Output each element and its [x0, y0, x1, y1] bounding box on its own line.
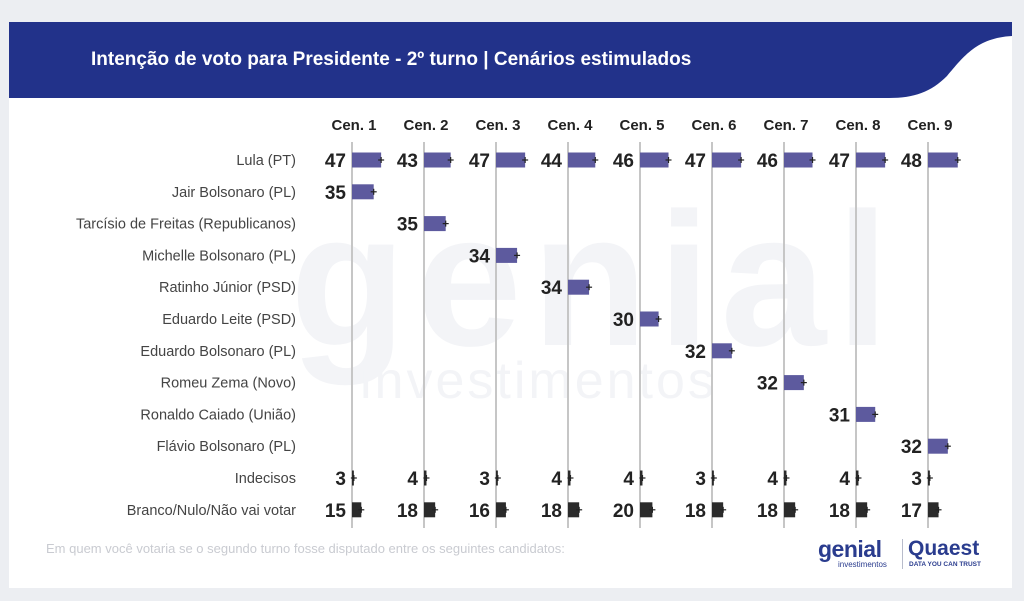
bar [496, 502, 506, 518]
data-label: 35 [325, 183, 347, 204]
bar [784, 375, 804, 391]
data-label: 47 [685, 151, 706, 172]
bar [856, 502, 868, 518]
page-title: Intenção de voto para Presidente - 2º tu… [91, 49, 692, 70]
row-label: Indecisos [235, 471, 296, 487]
row-label: Ronaldo Caiado (União) [140, 407, 296, 423]
data-label: 32 [685, 342, 706, 363]
logo-divider [902, 539, 903, 569]
bar [424, 216, 446, 232]
footnote: Em quem você votaria se o segundo turno … [46, 541, 565, 556]
data-label: 47 [829, 151, 850, 172]
data-label: 17 [901, 501, 922, 522]
bar [856, 152, 886, 168]
bar [712, 502, 724, 518]
scenario-header: Cen. 9 [907, 117, 952, 134]
data-label: 34 [469, 246, 491, 267]
bar [784, 152, 813, 168]
data-label: 46 [757, 151, 778, 172]
data-label: 3 [335, 469, 346, 490]
data-label: 4 [623, 469, 634, 490]
bar [640, 152, 669, 168]
bar [712, 343, 732, 359]
row-label: Flávio Bolsonaro (PL) [157, 439, 296, 455]
data-label: 47 [325, 151, 346, 172]
data-label: 18 [541, 501, 562, 522]
bar [568, 279, 590, 295]
bar [928, 152, 958, 168]
header-bar-shape [9, 22, 1012, 98]
row-label: Branco/Nulo/Não vai votar [127, 503, 296, 519]
data-label: 44 [541, 151, 563, 172]
data-label: 18 [757, 501, 778, 522]
data-label: 18 [829, 501, 850, 522]
data-label: 4 [407, 469, 418, 490]
data-label: 46 [613, 151, 634, 172]
data-label: 31 [829, 405, 851, 426]
data-label: 16 [469, 501, 490, 522]
scenario-header: Cen. 1 [331, 117, 376, 134]
row-label: Michelle Bolsonaro (PL) [142, 248, 296, 264]
bar [856, 406, 876, 422]
data-label: 18 [685, 501, 706, 522]
bar [424, 502, 436, 518]
data-label: 18 [397, 501, 418, 522]
bar [352, 502, 362, 518]
row-label: Eduardo Bolsonaro (PL) [140, 344, 296, 360]
data-label: 4 [839, 469, 850, 490]
data-label: 35 [397, 215, 419, 236]
bar [496, 247, 518, 263]
row-label: Eduardo Leite (PSD) [162, 312, 296, 328]
quaest-logo-word: Quaest [908, 537, 980, 560]
bar [496, 152, 526, 168]
scenario-header: Cen. 5 [619, 117, 664, 134]
data-label: 34 [541, 278, 563, 299]
bar [568, 502, 580, 518]
row-label: Lula (PT) [236, 153, 296, 169]
bar [352, 152, 382, 168]
bar [928, 502, 939, 518]
bar [568, 152, 596, 168]
bar [784, 502, 796, 518]
genial-logo-sub: investimentos [838, 560, 887, 569]
scenario-header: Cen. 6 [691, 117, 736, 134]
bar [928, 438, 948, 454]
scenario-header: Cen. 7 [763, 117, 808, 134]
row-label: Jair Bolsonaro (PL) [172, 185, 296, 201]
data-label: 32 [901, 437, 922, 458]
data-label: 4 [551, 469, 562, 490]
row-label: Tarcísio de Freitas (Republicanos) [76, 217, 296, 233]
data-label: 3 [695, 469, 706, 490]
bar [712, 152, 742, 168]
quaest-logo: Quaest DATA YOU CAN TRUST [908, 537, 988, 571]
genial-logo-word: genial [818, 536, 882, 562]
chart-card [9, 22, 1012, 588]
header-bar [9, 22, 1012, 98]
scenario-header: Cen. 8 [835, 117, 880, 134]
data-label: 15 [325, 501, 347, 522]
data-label: 48 [901, 151, 922, 172]
data-label: 47 [469, 151, 490, 172]
data-label: 32 [757, 374, 778, 395]
bar [640, 311, 659, 327]
bar [640, 502, 653, 518]
genial-logo: genial investimentos [818, 537, 900, 571]
quaest-logo-sub: DATA YOU CAN TRUST [909, 561, 981, 568]
data-label: 20 [613, 501, 634, 522]
data-label: 43 [397, 151, 418, 172]
data-label: 4 [767, 469, 778, 490]
scenario-header: Cen. 3 [475, 117, 520, 134]
data-label: 30 [613, 310, 634, 331]
data-label: 3 [479, 469, 490, 490]
scenario-header: Cen. 4 [547, 117, 593, 134]
row-label: Ratinho Júnior (PSD) [159, 280, 296, 296]
bar [424, 152, 451, 168]
data-label: 3 [911, 469, 922, 490]
scenario-header: Cen. 2 [403, 117, 448, 134]
bar [352, 184, 374, 200]
row-label: Romeu Zema (Novo) [161, 376, 296, 392]
